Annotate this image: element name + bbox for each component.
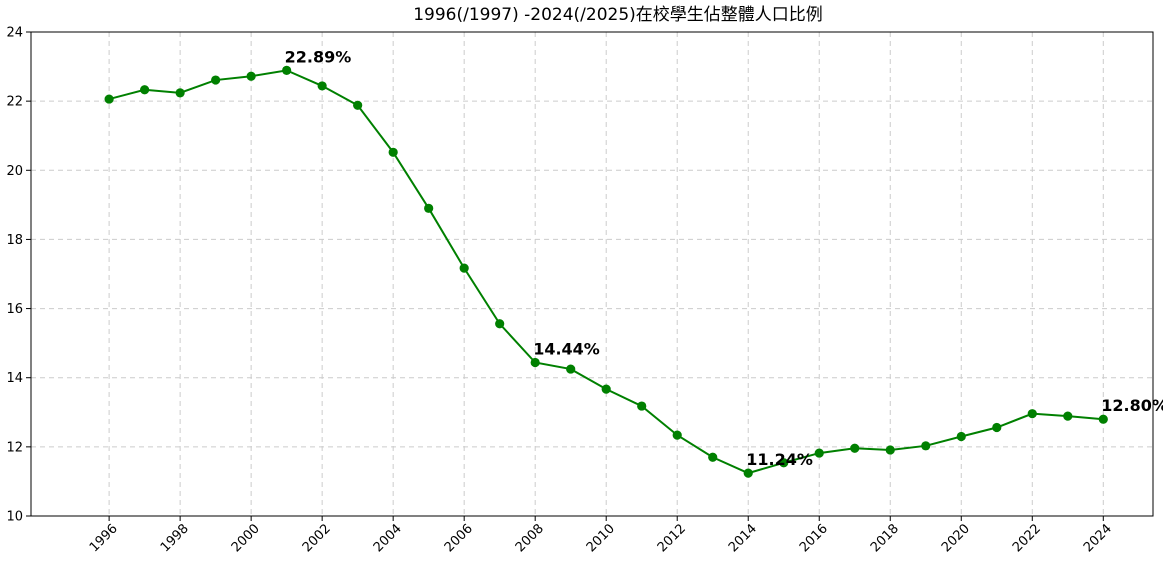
data-point <box>779 458 789 468</box>
data-point <box>672 430 682 440</box>
x-tick-label: 2014 <box>726 521 760 555</box>
data-point <box>566 364 576 374</box>
data-point <box>211 75 221 85</box>
y-tick-label: 24 <box>6 26 23 41</box>
data-point <box>104 94 114 104</box>
x-tick-label: 2010 <box>584 521 618 555</box>
y-axis-ticks: 10 12 14 16 18 20 22 24 <box>6 26 31 525</box>
x-tick-label: 2016 <box>797 521 831 555</box>
data-point <box>246 71 256 81</box>
x-tick-label: 2008 <box>513 521 547 555</box>
data-point <box>388 147 398 157</box>
y-tick-label: 22 <box>6 95 23 110</box>
data-point <box>175 88 185 98</box>
y-tick-label: 16 <box>6 302 23 317</box>
data-label: 12.80% <box>1101 396 1163 415</box>
x-tick-label: 2012 <box>655 521 689 555</box>
data-point <box>1027 409 1037 419</box>
data-point <box>708 452 718 462</box>
data-points <box>104 65 1108 478</box>
data-point <box>956 431 966 442</box>
data-point <box>282 65 292 75</box>
data-point <box>353 100 363 110</box>
data-label: 14.44% <box>533 340 600 359</box>
y-tick-label: 20 <box>6 164 23 179</box>
plot-frame <box>30 31 1154 517</box>
x-tick-label: 2000 <box>229 521 263 555</box>
x-tick-label: 2020 <box>939 521 973 555</box>
x-tick-label: 2018 <box>868 521 902 555</box>
data-point <box>459 263 469 273</box>
data-point <box>1098 414 1108 424</box>
data-label: 22.89% <box>285 47 352 66</box>
x-tick-label: 2024 <box>1081 521 1115 555</box>
x-tick-label: 1998 <box>158 521 192 555</box>
x-tick-label: 2004 <box>371 521 405 555</box>
data-point <box>601 384 611 394</box>
x-tick-label: 2006 <box>442 521 476 555</box>
data-label: 11.24% <box>746 450 813 469</box>
y-tick-label: 12 <box>6 440 23 455</box>
data-point <box>495 319 505 329</box>
data-point <box>743 468 753 478</box>
data-point <box>140 85 150 95</box>
data-point <box>317 81 327 91</box>
annotations: 22.89% 14.44% 11.24% 12.80% <box>285 47 1163 469</box>
data-point <box>530 357 540 368</box>
x-tick-label: 2022 <box>1010 521 1044 555</box>
grid-lines <box>31 31 1153 517</box>
data-point <box>814 448 824 458</box>
chart-title: 1996(/1997) -2024(/2025)在校學生佔整體人口比例 <box>413 5 823 25</box>
y-tick-label: 14 <box>6 371 23 386</box>
data-point <box>1063 411 1073 421</box>
data-point <box>885 445 895 455</box>
x-tick-label: 2002 <box>300 521 334 555</box>
data-point <box>850 443 860 453</box>
y-tick-label: 10 <box>6 510 23 525</box>
x-axis-ticks: 1996 1998 2000 2002 2004 2006 2008 2010 2012 2014… <box>87 516 1115 555</box>
data-point <box>424 203 434 213</box>
y-tick-label: 18 <box>6 233 23 248</box>
data-point <box>637 401 647 411</box>
x-tick-label: 1996 <box>87 521 121 555</box>
data-point <box>921 441 931 451</box>
data-point <box>992 422 1002 433</box>
